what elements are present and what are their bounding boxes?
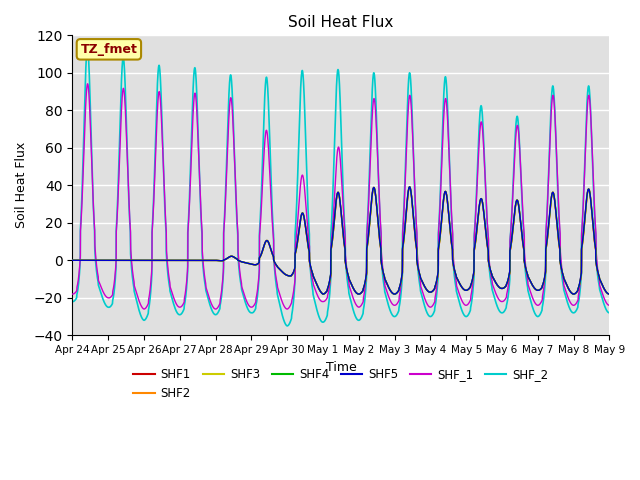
X-axis label: Time: Time <box>326 360 356 373</box>
Text: TZ_fmet: TZ_fmet <box>81 43 138 56</box>
Y-axis label: Soil Heat Flux: Soil Heat Flux <box>15 142 28 228</box>
Legend: SHF1, SHF2, SHF3, SHF4, SHF5, SHF_1, SHF_2: SHF1, SHF2, SHF3, SHF4, SHF5, SHF_1, SHF… <box>129 363 553 404</box>
Title: Soil Heat Flux: Soil Heat Flux <box>288 15 394 30</box>
